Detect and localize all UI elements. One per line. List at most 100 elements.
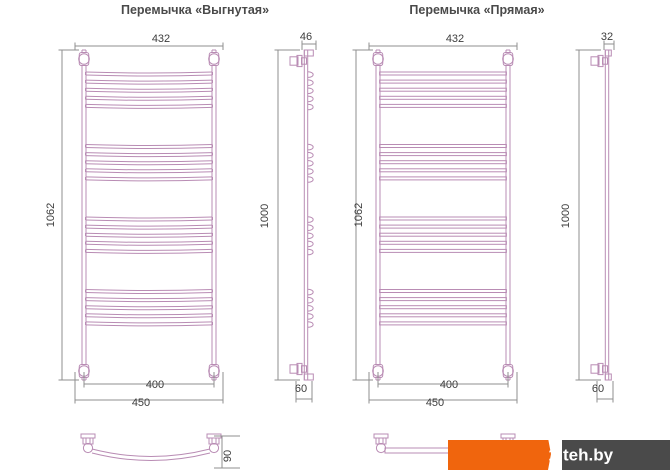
dim-left-side-depth: 46 bbox=[300, 31, 312, 43]
rung bbox=[379, 87, 507, 92]
side-fitting bbox=[590, 56, 600, 66]
side-rung-bump bbox=[307, 288, 314, 296]
side-rung-bump bbox=[307, 248, 314, 256]
rung-edge bbox=[85, 308, 213, 311]
rung-edge bbox=[85, 232, 213, 235]
side-top-plate bbox=[604, 49, 612, 57]
corner-fitting-circle bbox=[78, 53, 90, 65]
rung bbox=[379, 216, 507, 221]
side-rung-bump bbox=[307, 232, 314, 240]
rung-edge bbox=[85, 321, 213, 324]
watermark-orange-block bbox=[448, 440, 556, 470]
rung-edge bbox=[85, 82, 213, 85]
rung-edge bbox=[85, 98, 213, 101]
rung bbox=[379, 160, 507, 165]
rung bbox=[379, 240, 507, 245]
watermark: 1 teh.by bbox=[448, 438, 670, 470]
corner-fitting-circle bbox=[208, 53, 220, 65]
side-view-curved bbox=[289, 49, 314, 381]
rung bbox=[379, 224, 507, 229]
corner-fitting bbox=[502, 52, 514, 66]
side-view-straight bbox=[590, 49, 612, 381]
bridge-curved-tube-bot bbox=[91, 452, 211, 461]
dim-left-side-foot: 60 bbox=[295, 383, 307, 395]
watermark-flag-shape bbox=[548, 438, 562, 470]
dim-left-width: 432 bbox=[152, 33, 170, 45]
side-rung-bump bbox=[307, 95, 314, 103]
rung bbox=[379, 95, 507, 100]
side-rung-bump bbox=[307, 305, 314, 312]
bridge-bracket-plate bbox=[373, 433, 389, 439]
rung-edge bbox=[85, 324, 213, 327]
side-rung-bump bbox=[307, 151, 314, 159]
dim-left-side-height: 1000 bbox=[259, 204, 271, 228]
rung-edge bbox=[85, 305, 213, 308]
side-rung-bump bbox=[307, 216, 314, 223]
bridge-bracket-body bbox=[82, 437, 94, 445]
dim-right-width: 432 bbox=[446, 33, 464, 45]
rung bbox=[379, 144, 507, 148]
side-fitting-neck bbox=[301, 365, 307, 373]
bridge-bracket-body bbox=[208, 437, 220, 445]
rung-edge bbox=[85, 152, 213, 155]
rung bbox=[379, 176, 507, 181]
rung-edge bbox=[85, 179, 213, 182]
rung bbox=[379, 248, 507, 253]
bridge-bracket-plate bbox=[80, 433, 96, 439]
side-rung-bump bbox=[307, 176, 314, 183]
side-fitting bbox=[590, 364, 600, 374]
rung-edge bbox=[85, 313, 213, 316]
rung-edge bbox=[85, 248, 213, 251]
side-tube bbox=[303, 49, 309, 381]
rung bbox=[379, 79, 507, 84]
rung bbox=[379, 289, 507, 293]
side-fitting-neck bbox=[301, 57, 307, 65]
rung-edge bbox=[85, 95, 213, 98]
side-fitting-neck bbox=[602, 57, 608, 65]
rung bbox=[379, 232, 507, 237]
rung-edge bbox=[85, 103, 213, 106]
rung-edge bbox=[85, 227, 213, 230]
rung bbox=[379, 103, 507, 108]
title-right: Перемычка «Прямая» bbox=[409, 3, 544, 17]
dim-bridge-depth: 90 bbox=[222, 450, 234, 462]
rung-edge bbox=[85, 74, 213, 77]
side-rung-bump bbox=[307, 160, 314, 167]
rung-edge bbox=[85, 155, 213, 158]
side-rung-bump bbox=[307, 79, 314, 86]
side-fitting bbox=[289, 56, 299, 66]
side-rung-bump bbox=[307, 103, 314, 111]
corner-fitting-circle bbox=[372, 53, 384, 65]
side-rung-bump bbox=[307, 296, 314, 304]
front-view-straight bbox=[372, 49, 514, 381]
rung-edge bbox=[85, 216, 213, 219]
rung-edge bbox=[85, 168, 213, 171]
rung bbox=[379, 168, 507, 173]
title-left: Перемычка «Выгнутая» bbox=[121, 3, 269, 17]
watermark-digit: 1 bbox=[548, 445, 557, 464]
rung-edge bbox=[85, 297, 213, 300]
side-rung-bump bbox=[307, 240, 314, 248]
rung-edge bbox=[85, 160, 213, 163]
dim-left-bottom-outer: 450 bbox=[132, 397, 150, 409]
bridge-joint bbox=[375, 442, 387, 454]
bridge-joint bbox=[208, 442, 220, 454]
rung-edge bbox=[85, 316, 213, 319]
rung-edge bbox=[85, 90, 213, 93]
rung bbox=[379, 297, 507, 302]
rung-edge bbox=[85, 87, 213, 90]
corner-fitting bbox=[372, 52, 384, 66]
dim-right-side-height: 1000 bbox=[560, 204, 572, 228]
rung-edge bbox=[85, 219, 213, 222]
watermark-text: teh.by bbox=[563, 445, 614, 464]
dim-left-height: 1062 bbox=[45, 203, 57, 227]
rung bbox=[379, 305, 507, 310]
rung bbox=[379, 152, 507, 157]
side-view-straight-dimensions bbox=[575, 40, 615, 403]
dim-left-bottom-inner: 400 bbox=[146, 379, 164, 391]
side-rung-bump bbox=[307, 224, 314, 231]
rung-edge bbox=[85, 300, 213, 303]
rung-edge bbox=[85, 289, 213, 291]
